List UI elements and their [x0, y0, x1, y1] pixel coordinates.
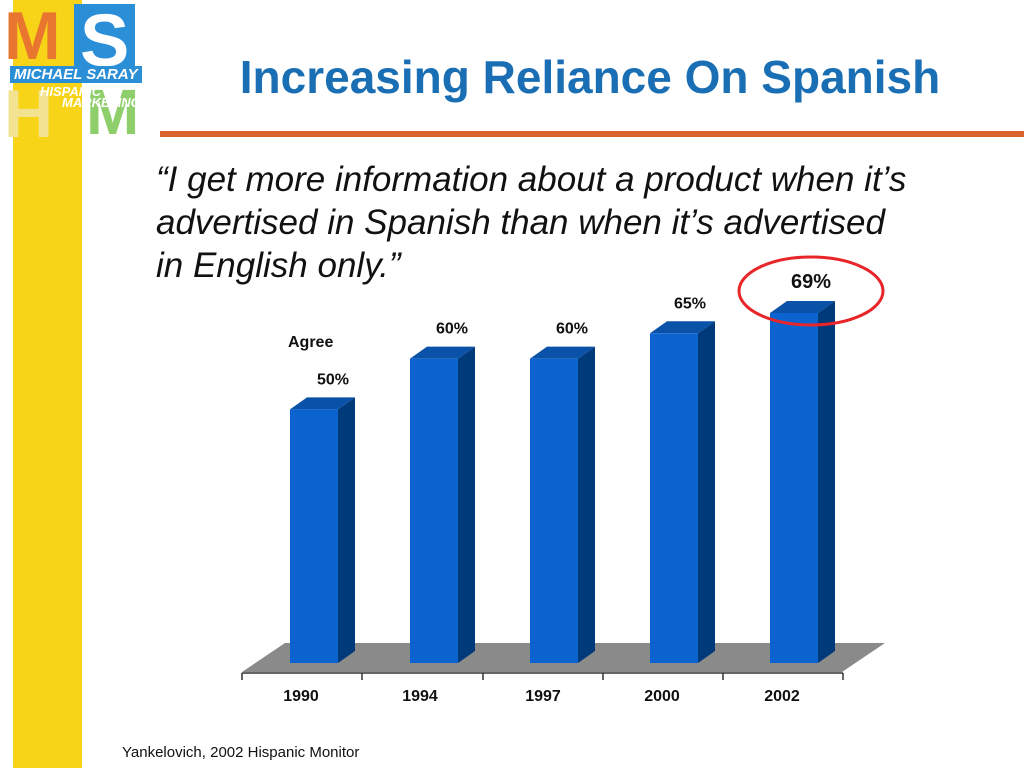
- quote-text: “I get more information about a product …: [156, 160, 907, 285]
- bar-1994: [410, 358, 458, 663]
- logo-line-2: HISPANIC: [40, 84, 102, 99]
- logo-letter-h: H: [4, 76, 54, 152]
- logo-letter-m: M: [4, 0, 61, 74]
- bar-side-2002: [818, 301, 835, 663]
- bar-2002: [770, 313, 818, 663]
- slide-title: Increasing Reliance On Spanish: [239, 51, 941, 103]
- x-tick-label-2002: 2002: [764, 688, 800, 705]
- x-tick-label-1994: 1994: [402, 688, 438, 705]
- logo-line-3: MARKETING: [62, 95, 141, 110]
- bar-top-1994: [410, 346, 475, 359]
- bar-top-1990: [290, 397, 355, 410]
- bar-1990: [290, 409, 338, 663]
- x-tick-label-1997: 1997: [525, 688, 561, 705]
- logo-line-1: MICHAEL SARAY: [10, 66, 142, 83]
- title-rule: [160, 131, 1024, 137]
- bar-top-2002: [770, 301, 835, 313]
- source-note: Yankelovich, 2002 Hispanic Monitor: [122, 744, 360, 761]
- bar-side-1997: [578, 346, 595, 663]
- series-label-agree: Agree: [288, 334, 333, 351]
- data-label-2000: 65%: [674, 295, 706, 312]
- highlight-circle: [737, 255, 885, 327]
- bar-top-2000: [650, 321, 715, 334]
- bar-side-1990: [338, 397, 355, 663]
- bar-side-1994: [458, 346, 475, 663]
- bar-top-1997: [530, 346, 595, 359]
- logo-letter-s: S: [74, 4, 136, 78]
- bar-1997: [530, 358, 578, 663]
- data-label-1997: 60%: [556, 321, 588, 338]
- chart-area: 50% 60% 60% 65% 69% 1990 1994 1997 2000 2002 Agree: [241, 255, 885, 705]
- side-bar: [13, 0, 82, 768]
- company-logo: M S H M MICHAEL SARAY HISPANIC MARKETING: [0, 0, 165, 150]
- data-label-2002: 69%: [791, 271, 831, 293]
- logo-letter-m2: M: [86, 76, 140, 148]
- data-label-1994: 60%: [436, 321, 468, 338]
- bar-2000: [650, 333, 698, 663]
- x-tick-label-2000: 2000: [644, 688, 680, 705]
- x-tick-label-1990: 1990: [283, 688, 319, 705]
- bar-side-2000: [698, 321, 715, 663]
- data-label-1990: 50%: [317, 371, 349, 388]
